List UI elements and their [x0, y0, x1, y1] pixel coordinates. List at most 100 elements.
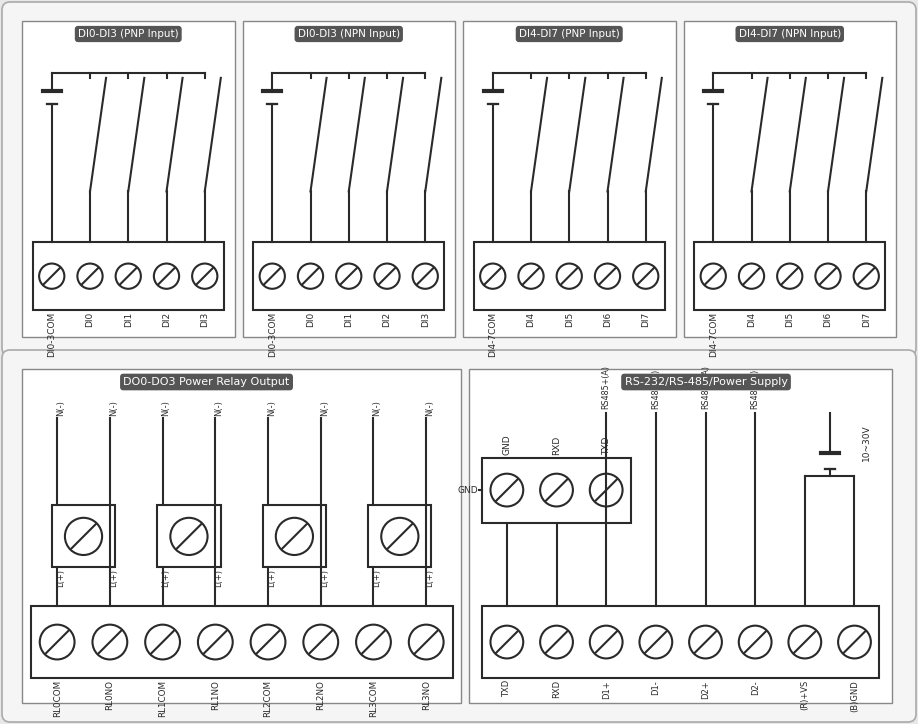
Text: DI0-DI3 (NPN Input): DI0-DI3 (NPN Input): [297, 29, 400, 39]
Bar: [368, 505, 431, 568]
Text: RL0NO: RL0NO: [106, 680, 115, 710]
Circle shape: [192, 264, 218, 289]
Text: DI4-DI7 (PNP Input): DI4-DI7 (PNP Input): [519, 29, 620, 39]
Bar: [482, 606, 879, 678]
Circle shape: [490, 626, 523, 658]
Text: DI0: DI0: [306, 312, 315, 327]
Text: L(+): L(+): [56, 569, 65, 587]
Circle shape: [815, 264, 841, 289]
Text: D2+: D2+: [701, 680, 710, 699]
Text: DI3: DI3: [420, 312, 430, 327]
Circle shape: [789, 626, 822, 658]
Text: D2-: D2-: [751, 680, 760, 695]
Text: DI4-DI7 (NPN Input): DI4-DI7 (NPN Input): [739, 29, 841, 39]
Text: D1-: D1-: [652, 680, 660, 695]
Text: N(-): N(-): [267, 400, 276, 416]
Circle shape: [251, 625, 285, 660]
Circle shape: [260, 264, 285, 289]
Bar: [684, 21, 896, 337]
Text: DI5: DI5: [785, 312, 794, 327]
Circle shape: [154, 264, 179, 289]
Text: (B)GND: (B)GND: [850, 680, 859, 712]
Text: RL3NO: RL3NO: [421, 680, 431, 710]
Circle shape: [65, 518, 102, 555]
Text: RXD: RXD: [552, 680, 561, 698]
Circle shape: [640, 626, 672, 658]
Text: N(-): N(-): [109, 400, 118, 416]
Text: 10~30V: 10~30V: [862, 424, 871, 460]
Circle shape: [77, 264, 103, 289]
Circle shape: [838, 626, 871, 658]
Circle shape: [303, 625, 338, 660]
Bar: [22, 21, 234, 337]
Text: D1+: D1+: [601, 680, 610, 699]
Circle shape: [116, 264, 140, 289]
Text: RS485-(B): RS485-(B): [652, 369, 660, 409]
Bar: [22, 369, 462, 703]
Text: L(+): L(+): [214, 569, 223, 587]
Text: DO0-DO3 Power Relay Output: DO0-DO3 Power Relay Output: [123, 377, 290, 387]
Circle shape: [93, 625, 128, 660]
Circle shape: [171, 518, 207, 555]
Text: DI6: DI6: [603, 312, 612, 327]
Text: DI4: DI4: [747, 312, 756, 327]
Circle shape: [700, 264, 726, 289]
Text: RL0COM: RL0COM: [52, 680, 62, 717]
Text: L(+): L(+): [425, 569, 434, 587]
Text: TXD: TXD: [601, 436, 610, 455]
Circle shape: [589, 626, 622, 658]
Circle shape: [198, 625, 232, 660]
Circle shape: [540, 626, 573, 658]
Text: RL1COM: RL1COM: [158, 680, 167, 717]
Text: DI5: DI5: [565, 312, 574, 327]
Text: RL2COM: RL2COM: [263, 680, 273, 717]
Bar: [463, 21, 676, 337]
Text: N(-): N(-): [214, 400, 223, 416]
Bar: [242, 21, 455, 337]
Circle shape: [412, 264, 438, 289]
Text: RL3COM: RL3COM: [369, 680, 378, 717]
Text: DI1: DI1: [124, 312, 133, 327]
Text: DI7: DI7: [862, 312, 871, 327]
Text: DI1: DI1: [344, 312, 353, 327]
Bar: [253, 243, 444, 310]
Text: L(+): L(+): [373, 569, 382, 587]
Text: N(-): N(-): [425, 400, 434, 416]
Text: DI2: DI2: [383, 312, 391, 327]
Bar: [469, 369, 892, 703]
Bar: [263, 505, 326, 568]
Text: RL2NO: RL2NO: [317, 680, 325, 710]
Text: DI4: DI4: [527, 312, 535, 327]
Text: DI4-7COM: DI4-7COM: [709, 312, 718, 357]
Text: L(+): L(+): [109, 569, 118, 587]
Circle shape: [739, 264, 764, 289]
Text: DI4-7COM: DI4-7COM: [488, 312, 498, 357]
Text: GND: GND: [502, 434, 511, 455]
Text: RS485+(A): RS485+(A): [701, 365, 710, 409]
Circle shape: [480, 264, 506, 289]
Text: DI3: DI3: [200, 312, 209, 327]
FancyBboxPatch shape: [2, 350, 916, 722]
Bar: [52, 505, 115, 568]
Text: DI0-3COM: DI0-3COM: [47, 312, 56, 358]
Circle shape: [689, 626, 722, 658]
Circle shape: [356, 625, 391, 660]
Circle shape: [39, 264, 64, 289]
Bar: [694, 243, 885, 310]
Text: GND: GND: [457, 486, 478, 494]
Circle shape: [490, 473, 523, 507]
Text: DI7: DI7: [642, 312, 650, 327]
Circle shape: [336, 264, 362, 289]
Circle shape: [778, 264, 802, 289]
Circle shape: [519, 264, 543, 289]
Circle shape: [595, 264, 621, 289]
Circle shape: [275, 518, 313, 555]
Text: RS485-(B): RS485-(B): [751, 369, 760, 409]
Circle shape: [381, 518, 419, 555]
Circle shape: [854, 264, 879, 289]
Circle shape: [145, 625, 180, 660]
Text: DI0-DI3 (PNP Input): DI0-DI3 (PNP Input): [78, 29, 179, 39]
Text: DI0: DI0: [85, 312, 95, 327]
Text: L(+): L(+): [162, 569, 171, 587]
Bar: [474, 243, 665, 310]
